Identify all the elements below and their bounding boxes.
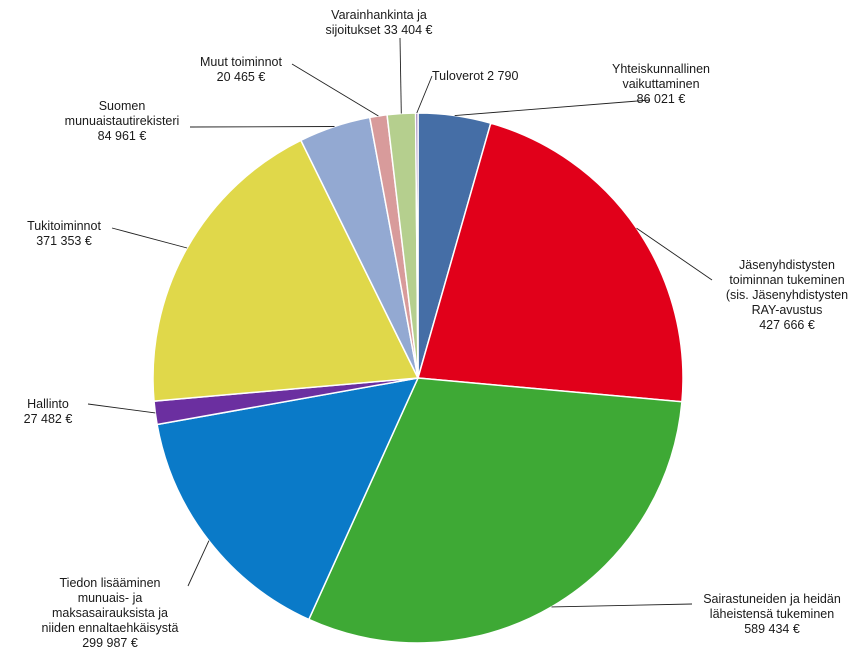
slice-label-varainhankinta: Varainhankinta ja sijoitukset 33 404 € xyxy=(325,8,433,37)
leader-line-tuloverot xyxy=(416,75,433,114)
slice-label-tiedon-lisaaminen: Tiedon lisääminen munuais- ja maksasaira… xyxy=(41,576,179,650)
leader-line-hallinto xyxy=(87,403,156,414)
leader-line-varainhankinta xyxy=(399,37,402,114)
slice-label-jasenyhdistysten: Jäsenyhdistysten toiminnan tukeminen (si… xyxy=(725,258,849,332)
slice-label-munuaistautirekisteri: Suomen munuaistautirekisteri 84 961 € xyxy=(64,99,180,143)
leader-line-jasenyhdistysten xyxy=(636,227,713,281)
pie-slices xyxy=(152,112,684,644)
leader-line-tukitoiminnot xyxy=(111,227,188,249)
slice-label-tuloverot: Tuloverot 2 790 xyxy=(432,69,519,83)
leader-line-muut-toiminnot xyxy=(291,63,379,117)
pie-slice-tiedon-lisaaminen xyxy=(156,377,420,621)
slice-label-muut-toiminnot: Muut toiminnot 20 465 € xyxy=(200,55,282,84)
leader-lines xyxy=(87,37,713,608)
slice-label-tukitoiminnot: Tukitoiminnot 371 353 € xyxy=(27,219,101,248)
slice-label-yhteiskunnallinen: Yhteiskunnallinen vaikuttaminen 86 021 € xyxy=(612,62,710,106)
leader-line-munuaistautirekisteri xyxy=(189,126,335,128)
leader-line-tiedon-lisaaminen xyxy=(187,540,210,587)
pie-slice-tuloverot xyxy=(414,112,419,379)
leader-line-yhteiskunnallinen xyxy=(454,99,651,117)
slice-label-hallinto: Hallinto 27 482 € xyxy=(23,397,73,426)
leader-line-sairastuneiden xyxy=(551,603,693,608)
slice-label-sairastuneiden: Sairastuneiden ja heidän läheistensä tuk… xyxy=(703,592,841,636)
pie-slice-jasenyhdistysten xyxy=(417,122,684,403)
